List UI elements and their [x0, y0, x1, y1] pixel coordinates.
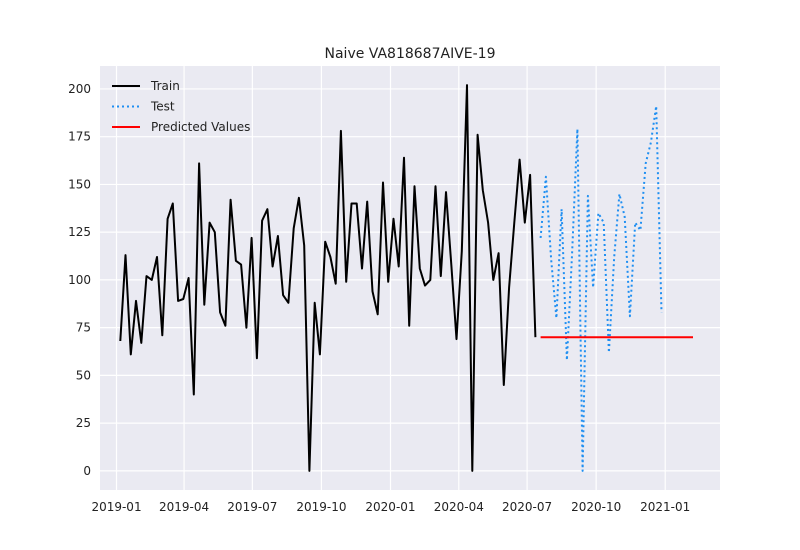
y-tick-label: 150 [68, 177, 91, 191]
y-tick-label: 125 [68, 225, 91, 239]
y-tick-label: 0 [83, 464, 91, 478]
chart-title: Naive VA818687AIVE-19 [325, 46, 496, 62]
y-tick-label: 75 [76, 321, 91, 335]
x-tick-label: 2020-04 [434, 500, 484, 514]
x-tick-label: 2020-10 [571, 500, 621, 514]
y-tick-label: 100 [68, 273, 91, 287]
y-tick-label: 50 [76, 368, 91, 382]
x-tick-label: 2019-04 [159, 500, 209, 514]
y-tick-label: 200 [68, 82, 91, 96]
y-axis: 0 25 50 75 100 125 150 175 200 [68, 82, 91, 478]
x-tick-label: 2019-10 [296, 500, 346, 514]
x-tick-label: 2020-07 [502, 500, 552, 514]
x-tick-label: 2021-01 [640, 500, 690, 514]
legend: Train Test Predicted Values [112, 79, 250, 134]
series-layer [119, 84, 693, 472]
x-axis: 2019-01 2019-04 2019-07 2019-10 2020-01 2020-… [91, 500, 690, 514]
x-tick-label: 2019-01 [91, 500, 141, 514]
x-tick-label: 2019-07 [227, 500, 277, 514]
y-tick-label: 25 [76, 416, 91, 430]
legend-label-test: Test [150, 100, 175, 114]
x-tick-label: 2020-01 [365, 500, 415, 514]
legend-label-predicted-values: Predicted Values [151, 120, 250, 134]
grid [100, 66, 720, 490]
series-line-train [119, 84, 537, 472]
legend-label-train: Train [150, 79, 180, 93]
y-tick-label: 175 [68, 130, 91, 144]
